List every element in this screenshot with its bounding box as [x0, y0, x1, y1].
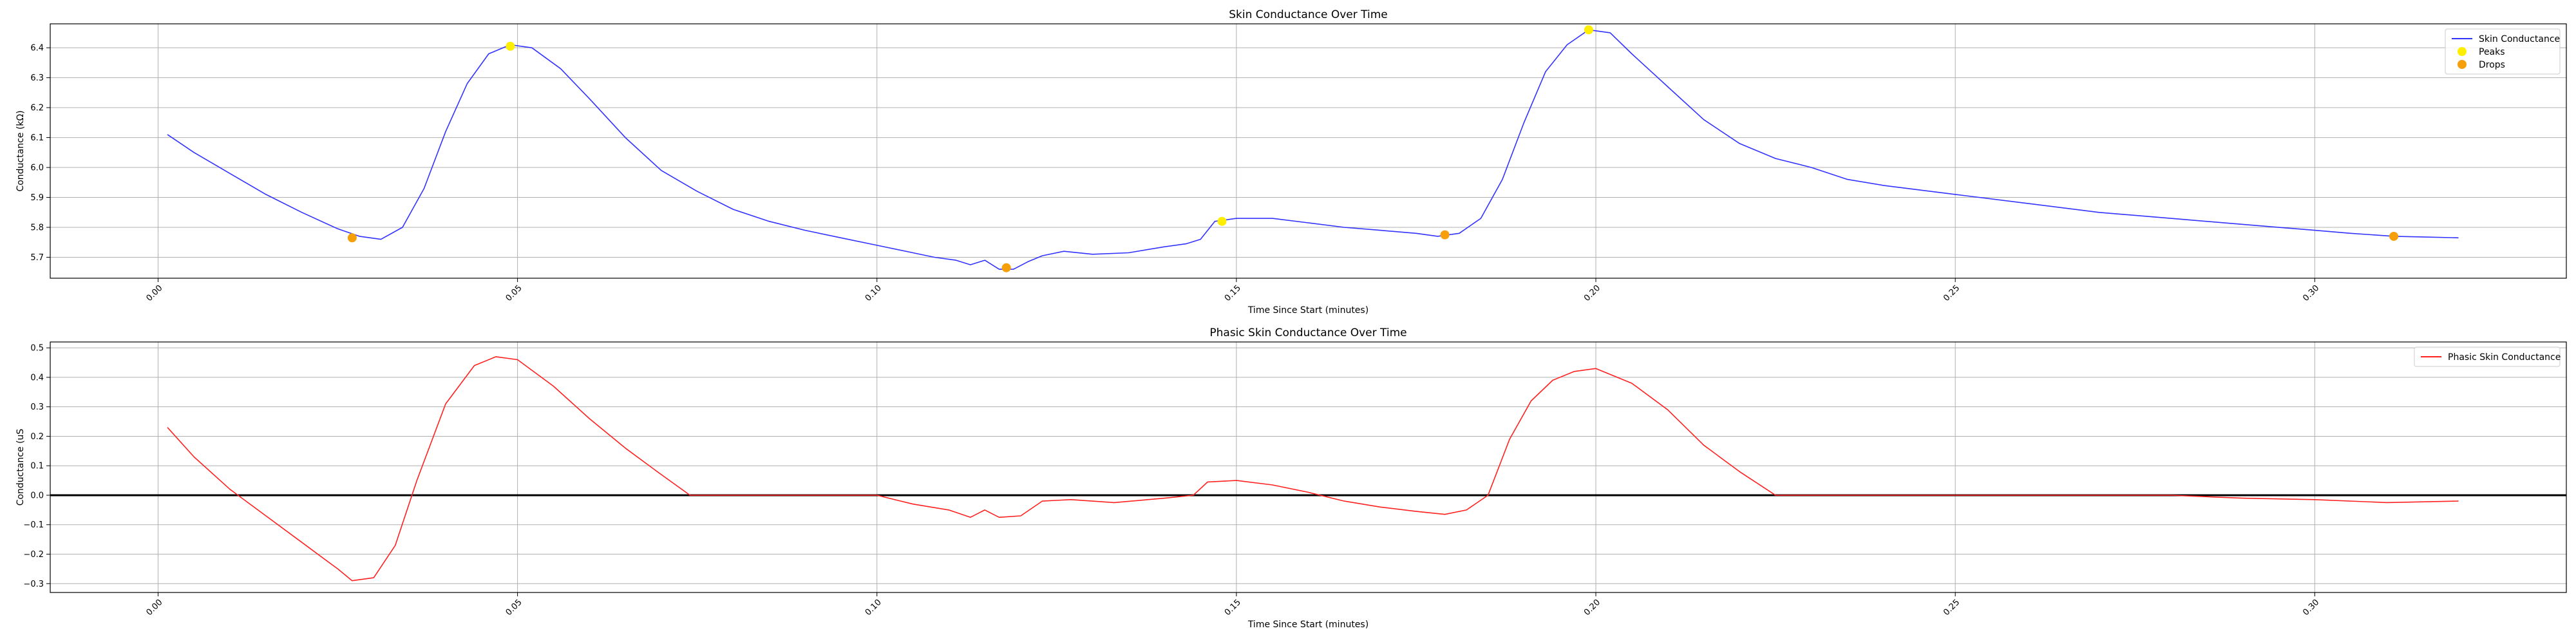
y-tick-label: 0.3 [30, 402, 44, 412]
x-axis-label: Time Since Start (minutes) [1247, 305, 1368, 316]
point-drops-2 [1001, 263, 1011, 272]
x-tick-label: 0.30 [2301, 283, 2321, 303]
legend-swatch-marker [2458, 60, 2467, 69]
legend-label: Phasic Skin Conductance [2448, 352, 2561, 363]
point-peaks-1 [506, 41, 515, 51]
x-tick-label: 0.05 [504, 283, 524, 303]
x-tick-label: 0.20 [1582, 283, 1602, 303]
legend-box [2414, 346, 2561, 367]
y-tick-label: −0.2 [23, 550, 44, 560]
y-tick-label: 5.7 [30, 253, 44, 263]
y-tick-label: 0.2 [30, 432, 44, 442]
axes-frame [50, 341, 2567, 593]
y-tick-label: 6.2 [30, 104, 44, 113]
y-tick-label: −0.1 [23, 520, 44, 530]
y-tick-label: 6.4 [30, 44, 44, 53]
legend-label: Drops [2479, 60, 2505, 70]
y-axis-label: Conductance (kΩ) [15, 110, 26, 191]
point-peaks-3 [1584, 25, 1593, 35]
y-tick-label: 5.9 [30, 193, 44, 203]
point-drops-3 [1440, 230, 1450, 240]
x-tick-label: 0.00 [144, 283, 164, 303]
series-line-1 [167, 356, 2459, 582]
x-tick-label: 0.15 [1223, 598, 1243, 618]
point-drops-1 [347, 233, 357, 243]
y-tick-label: 6.1 [30, 133, 44, 143]
plot-area [50, 24, 2566, 278]
x-tick-label: 0.10 [864, 283, 884, 303]
legend-box [2445, 28, 2561, 75]
x-tick-label: 0.05 [504, 598, 524, 618]
legend: Skin Conductance Peaks Drops [2445, 28, 2561, 75]
x-tick-label: 0.10 [864, 598, 884, 618]
x-tick-label: 0.00 [144, 598, 164, 618]
y-tick-label: 5.8 [30, 223, 44, 233]
x-tick-label: 0.25 [1942, 283, 1962, 303]
y-tick-label: 6.0 [30, 164, 44, 173]
x-axis-label: Time Since Start (minutes) [1247, 620, 1368, 630]
legend: Phasic Skin Conductance [2414, 346, 2561, 367]
y-tick-label: −0.3 [23, 580, 44, 589]
point-drops-4 [2389, 231, 2399, 241]
series-line-1 [167, 29, 2459, 270]
y-tick-label: 0.4 [30, 373, 44, 383]
axes-frame [50, 23, 2567, 279]
x-tick-label: 0.15 [1223, 283, 1243, 303]
y-tick-label: 0.5 [30, 344, 44, 354]
y-tick-label: 6.3 [30, 73, 44, 83]
y-axis-label: Conductance (uS [15, 429, 26, 506]
chart-panel-1: 0.00 0.05 0.10 0.15 0.20 0.25 0.30 5.7 5.8 5.9 6.0… [15, 8, 2567, 316]
legend-label: Skin Conductance [2479, 34, 2560, 44]
legend-label: Peaks [2479, 47, 2505, 57]
chart-panel-2: 0.00 0.05 0.10 0.15 0.20 0.25 0.30 −0.3 −0.2 −0.1… [15, 327, 2567, 630]
point-peaks-2 [1217, 216, 1227, 226]
plot-area [50, 342, 2566, 592]
x-tick-label: 0.20 [1582, 598, 1602, 618]
y-tick-label: 0.1 [30, 462, 44, 471]
chart-title: Phasic Skin Conductance Over Time [1209, 327, 1406, 339]
y-tick-label: 0.0 [30, 491, 44, 500]
x-tick-label: 0.30 [2301, 598, 2321, 618]
x-tick-label: 0.25 [1942, 598, 1962, 618]
chart-title: Skin Conductance Over Time [1229, 8, 1387, 21]
legend-swatch-marker [2458, 47, 2467, 56]
